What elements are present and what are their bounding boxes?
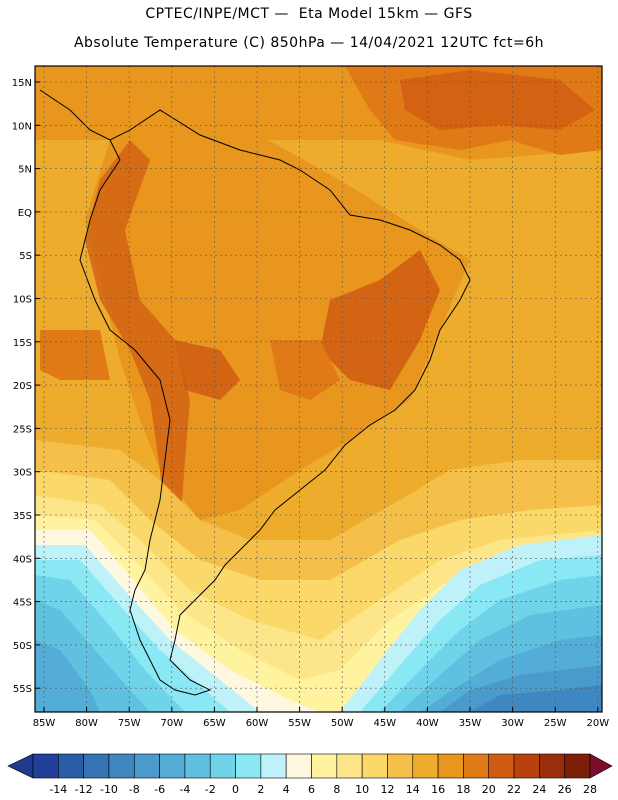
colorbar-swatch (285, 753, 312, 779)
colorbar-swatch (437, 753, 464, 779)
colorbar-label: 6 (308, 783, 315, 796)
colorbar: -14 -12 -10 -8 -6 -4 -2 0 2 4 6 8 10 12 14 16 18 20 22 24 26… (7, 753, 613, 796)
colorbar-swatch (108, 753, 135, 779)
lat-tick-label: 15S (13, 338, 32, 349)
lat-tick-label: 25S (13, 424, 32, 435)
colorbar-swatch (159, 753, 186, 779)
lat-tick-label: 5N (18, 165, 32, 176)
lon-tick-label: 30W (501, 718, 524, 729)
colorbar-swatch (133, 753, 160, 779)
latitude-axis: 15N 10N 5N EQ 5S 10S 15S 20S 25S 30S 35S 40S 45S 50S 5… (12, 78, 40, 695)
colorbar-swatch (260, 753, 287, 779)
lon-tick-label: 25W (544, 718, 567, 729)
colorbar-label: 18 (456, 783, 470, 796)
colorbar-label: -4 (179, 783, 190, 796)
lat-tick-label: 20S (13, 381, 32, 392)
lat-tick-label: 15N (12, 78, 32, 89)
colorbar-label: 12 (380, 783, 394, 796)
lat-tick-label: 35S (13, 511, 32, 522)
map-title: CPTEC/INPE/MCT — Eta Model 15km — GFS (145, 6, 473, 22)
lat-tick-label: 10S (13, 295, 32, 306)
colorbar-swatch (539, 753, 565, 779)
colorbar-swatch (361, 753, 388, 779)
lon-tick-label: 35W (459, 718, 482, 729)
colorbar-label: 0 (232, 783, 239, 796)
map-frame (34, 65, 603, 713)
temperature-field (35, 66, 602, 712)
colorbar-high-arrow (589, 753, 613, 779)
colorbar-swatch (311, 753, 338, 779)
colorbar-swatch (235, 753, 262, 779)
colorbar-label: 4 (283, 783, 290, 796)
lon-tick-label: 65W (203, 718, 226, 729)
coastline (39, 89, 471, 696)
colorbar-label: -14 (49, 783, 67, 796)
colorbar-swatch (58, 753, 84, 779)
lon-tick-label: 40W (416, 718, 439, 729)
colorbar-swatch (184, 753, 211, 779)
lon-tick-label: 50W (331, 718, 354, 729)
colorbar-label: 26 (558, 783, 572, 796)
colorbar-low-arrow (7, 753, 34, 779)
lon-tick-label: 70W (160, 718, 183, 729)
colorbar-swatch (209, 753, 236, 779)
colorbar-swatch (513, 753, 540, 779)
colorbar-label: 8 (333, 783, 340, 796)
colorbar-label: 2 (257, 783, 264, 796)
lon-tick-label: 55W (288, 718, 311, 729)
colorbar-swatch (336, 753, 363, 779)
lat-tick-label: 5S (19, 251, 32, 262)
lat-tick-label: 30S (13, 468, 32, 479)
lon-tick-label: 60W (246, 718, 269, 729)
colorbar-label: 14 (406, 783, 420, 796)
lon-tick-label: 85W (33, 718, 56, 729)
lat-tick-label: 50S (13, 641, 32, 652)
colorbar-label: 16 (431, 783, 445, 796)
colorbar-label: 10 (355, 783, 369, 796)
colorbar-label: 22 (507, 783, 521, 796)
colorbar-label: -6 (154, 783, 165, 796)
colorbar-label: -2 (205, 783, 216, 796)
lat-tick-label: 55S (13, 684, 32, 695)
lon-tick-label: 80W (75, 718, 98, 729)
longitude-axis: 85W 80W 75W 70W 65W 60W 55W 50W 45W 40W 35W 30W 25W 2… (33, 707, 609, 729)
colorbar-label: 24 (532, 783, 546, 796)
lat-tick-label: 45S (13, 598, 32, 609)
lon-tick-label: 45W (373, 718, 396, 729)
lat-tick-label: 10N (12, 121, 32, 132)
colorbar-label: -12 (75, 783, 93, 796)
colorbar-swatch (32, 753, 59, 779)
colorbar-swatch (83, 753, 110, 779)
colorbar-label: -8 (129, 783, 140, 796)
lon-tick-label: 75W (118, 718, 141, 729)
colorbar-swatch (412, 753, 439, 779)
colorbar-label: -10 (100, 783, 118, 796)
colorbar-swatch (387, 753, 414, 779)
map-subtitle: Absolute Temperature (C) 850hPa — 14/04/… (73, 35, 545, 51)
colorbar-swatch (488, 753, 515, 779)
colorbar-swatch (564, 753, 591, 779)
lat-tick-label: 40S (13, 554, 32, 565)
colorbar-swatch (463, 753, 490, 779)
colorbar-label: 28 (583, 783, 597, 796)
colorbar-label: 20 (482, 783, 496, 796)
lon-tick-label: 20W (586, 718, 609, 729)
lat-tick-label: EQ (18, 208, 32, 219)
